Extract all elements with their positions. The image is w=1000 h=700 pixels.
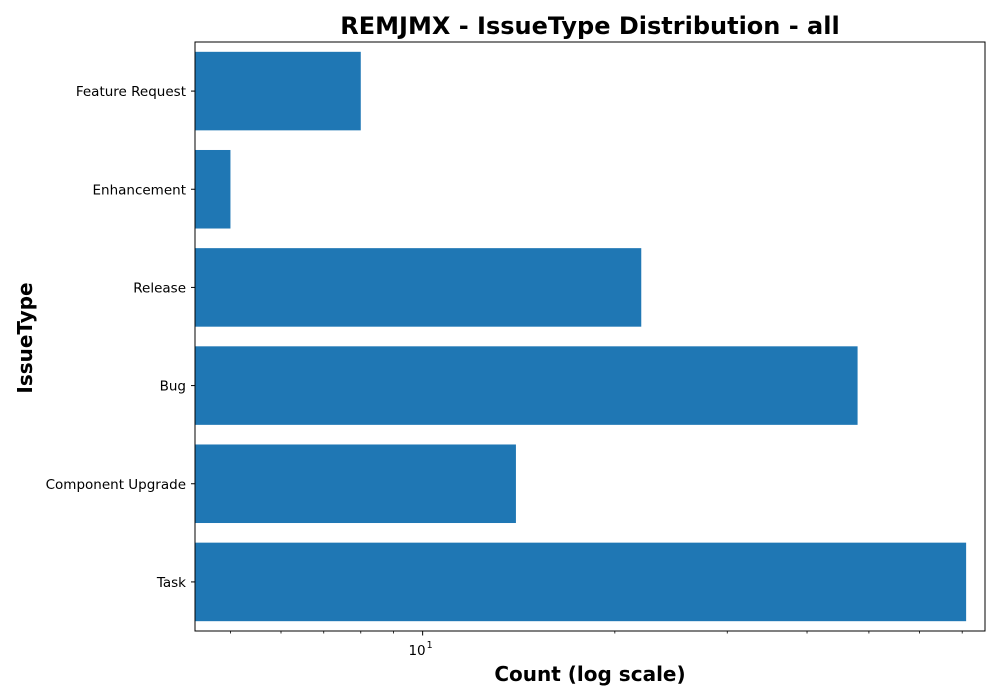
y-tick-label: Enhancement [92, 182, 186, 198]
plot-frame [194, 41, 986, 632]
chart-title: REMJMX - IssueType Distribution - all [340, 12, 839, 40]
x-ticks-group: 10 1 [230, 631, 963, 659]
y-tick-label: Release [133, 280, 186, 296]
x-tick-label-exponent: 1 [427, 640, 433, 651]
y-tick-label: Feature Request [76, 84, 186, 100]
bars-group [195, 51, 967, 622]
y-tick-label: Task [156, 575, 186, 591]
bar-feature-request [195, 51, 361, 131]
x-axis-label: Count (log scale) [494, 662, 685, 686]
x-tick-label: 10 [408, 643, 425, 659]
y-tick-label: Component Upgrade [46, 477, 186, 493]
bar-release [195, 248, 642, 327]
bar-component-upgrade [195, 444, 516, 524]
y-ticks-group: Feature Request Enhancement Release Bug Comp… [46, 84, 195, 591]
y-axis-label: IssueType [13, 282, 37, 393]
bar-enhancement [195, 149, 231, 229]
bar-task [195, 542, 967, 622]
y-tick-label: Bug [160, 379, 186, 395]
bar-bug [195, 346, 858, 425]
